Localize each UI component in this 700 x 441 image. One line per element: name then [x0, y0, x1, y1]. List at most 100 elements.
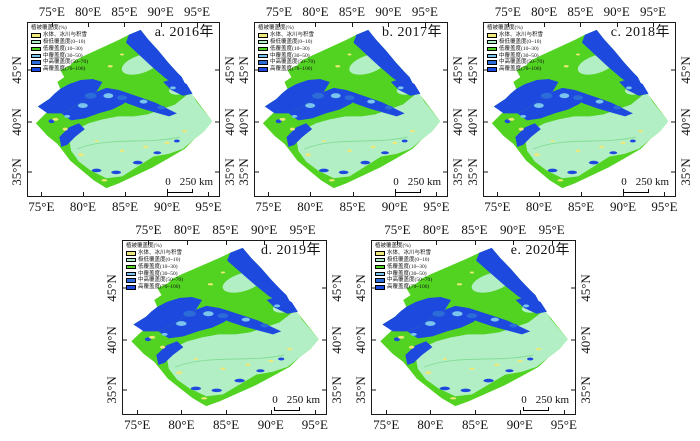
legend-item: 中覆盖度(30~50) — [375, 270, 432, 277]
legend-swatch — [31, 67, 41, 72]
legend-swatch — [31, 33, 41, 38]
axis-tick — [351, 23, 353, 27]
scale-distance: 250 km — [535, 394, 569, 406]
legend-label: 水体、冰川与积雪 — [43, 32, 88, 39]
panel-year-label: d. 2019年 — [261, 243, 321, 258]
lon-label-bottom: 85°E — [339, 199, 366, 214]
axis-tick — [28, 69, 32, 71]
lon-label-bottom: 95°E — [301, 417, 328, 432]
axis-tick — [255, 171, 259, 173]
legend-item: 高覆盖度(70~100) — [31, 66, 88, 73]
axis-tick — [386, 410, 388, 414]
lon-label-top: 95°E — [538, 222, 565, 237]
legend-swatch — [258, 39, 268, 45]
map-panel-2018: c. 2018年 植被覆盖度(%) 水体、冰川与积雪 极低覆盖度(0~10) 低覆盖… — [465, 4, 693, 214]
axis-tick — [225, 241, 227, 245]
legend-item: 水体、冰川与积雪 — [487, 32, 544, 39]
lon-label-top: 85°E — [338, 4, 366, 19]
map-legend: 植被覆盖度(%) 水体、冰川与积雪 极低覆盖度(0~10) 低覆盖度(10~30) 中… — [258, 25, 315, 73]
lat-label-right: 40°N — [329, 325, 344, 354]
lat-label-right: 35°N — [678, 157, 693, 186]
axis-tick — [226, 410, 228, 414]
lon-label-top: 75°E — [265, 4, 293, 19]
legend-item: 低覆盖度(10~30) — [487, 46, 544, 53]
legend-swatch — [487, 46, 497, 52]
legend-title: 植被覆盖度(%) — [375, 243, 411, 249]
legend-label: 低覆盖度(10~30) — [138, 263, 178, 270]
legend-label: 极低覆盖度(0~10) — [499, 38, 542, 45]
axis-tick — [181, 410, 183, 414]
lon-label-top: 90°E — [147, 4, 174, 19]
legend-label: 低覆盖度(10~30) — [270, 45, 310, 52]
axis-tick — [123, 287, 127, 289]
legend-swatch — [258, 46, 268, 52]
lat-label-right: 45°N — [450, 55, 465, 84]
scale-distance: 250 km — [179, 176, 213, 188]
legend-label: 中覆盖度(30~50) — [387, 270, 427, 277]
axis-tick — [322, 339, 326, 341]
axis-tick — [268, 192, 270, 196]
lat-label-left: 40°N — [353, 325, 368, 354]
scale-zero: 0 — [272, 394, 278, 406]
lat-label-right: 35°N — [450, 157, 465, 186]
lon-label-top: 95°E — [639, 4, 667, 19]
lon-label-top: 80°E — [422, 222, 450, 237]
legend-swatch — [126, 251, 136, 256]
lat-label-left: 40°N — [9, 107, 24, 136]
axis-tick — [123, 389, 127, 391]
panel-year-label: c. 2018年 — [610, 25, 670, 40]
axis-tick — [394, 192, 396, 196]
axis-tick — [137, 410, 139, 414]
map-panel-2019: d. 2019年 植被覆盖度(%) 水体、冰川与积雪 极低覆盖度(0~10) 低覆盖… — [104, 222, 344, 432]
lon-label-top: 75°E — [38, 4, 65, 19]
lon-label-bottom: 80°E — [417, 417, 444, 432]
axis-tick — [443, 69, 447, 71]
legend-label: 极低覆盖度(0~10) — [270, 38, 313, 45]
axis-tick — [571, 389, 575, 391]
axis-tick — [443, 171, 447, 173]
lat-label-left: 35°N — [236, 157, 251, 186]
lat-label-right: 35°N — [329, 375, 344, 404]
scale-bar-bracket — [523, 407, 550, 411]
lat-label-left: 45°N — [9, 55, 24, 84]
legend-item: 中高覆盖度(50~70) — [375, 277, 432, 284]
legend-item: 极低覆盖度(0~10) — [258, 39, 315, 46]
lon-label-top: 80°E — [75, 4, 102, 19]
axes-layer: 75°E 75°E 80°E 80°E 85°E 85°E 90°E 90°E 95°E 95°E… — [236, 4, 465, 214]
legend-label: 中覆盖度(30~50) — [43, 52, 83, 59]
map-panel-2017: b. 2017年 植被覆盖度(%) 水体、冰川与积雪 极低覆盖度(0~10) 低覆盖… — [236, 4, 465, 214]
axis-tick — [88, 23, 90, 27]
legend-label: 中覆盖度(30~50) — [138, 270, 178, 277]
axis-tick — [315, 23, 317, 27]
axis-tick — [388, 23, 390, 27]
scale-distance: 250 km — [407, 176, 441, 188]
axis-tick — [443, 121, 447, 123]
legend-swatch — [487, 53, 497, 59]
legend-item: 中高覆盖度(50~70) — [487, 59, 544, 66]
legend-swatch — [126, 257, 136, 263]
legend-item: 极低覆盖度(0~10) — [126, 257, 183, 264]
lon-label-bottom: 75°E — [373, 417, 400, 432]
lat-label-left: 35°N — [9, 157, 24, 186]
lon-label-bottom: 80°E — [525, 199, 553, 214]
legend-label: 中高覆盖度(50~70) — [43, 59, 89, 66]
lon-label-bottom: 75°E — [484, 199, 511, 214]
lat-label-left: 45°N — [104, 273, 119, 302]
legend-swatch — [487, 33, 497, 38]
legend-title: 植被覆盖度(%) — [31, 25, 67, 31]
panel-year-label: b. 2017年 — [382, 25, 442, 40]
lat-label-left: 45°N — [465, 55, 480, 84]
axis-tick — [255, 121, 259, 123]
axis-tick — [215, 171, 219, 173]
legend-label: 极低覆盖度(0~10) — [387, 256, 430, 263]
axis-tick — [551, 241, 553, 245]
axis-tick — [215, 69, 219, 71]
lon-label-bottom: 80°E — [168, 417, 195, 432]
scale-zero: 0 — [393, 176, 399, 188]
axis-tick — [397, 241, 399, 245]
lon-label-top: 90°E — [251, 222, 278, 237]
scale-distance: 250 km — [635, 176, 669, 188]
lon-label-top: 85°E — [567, 4, 594, 19]
legend-label: 低覆盖度(10~30) — [387, 263, 427, 270]
